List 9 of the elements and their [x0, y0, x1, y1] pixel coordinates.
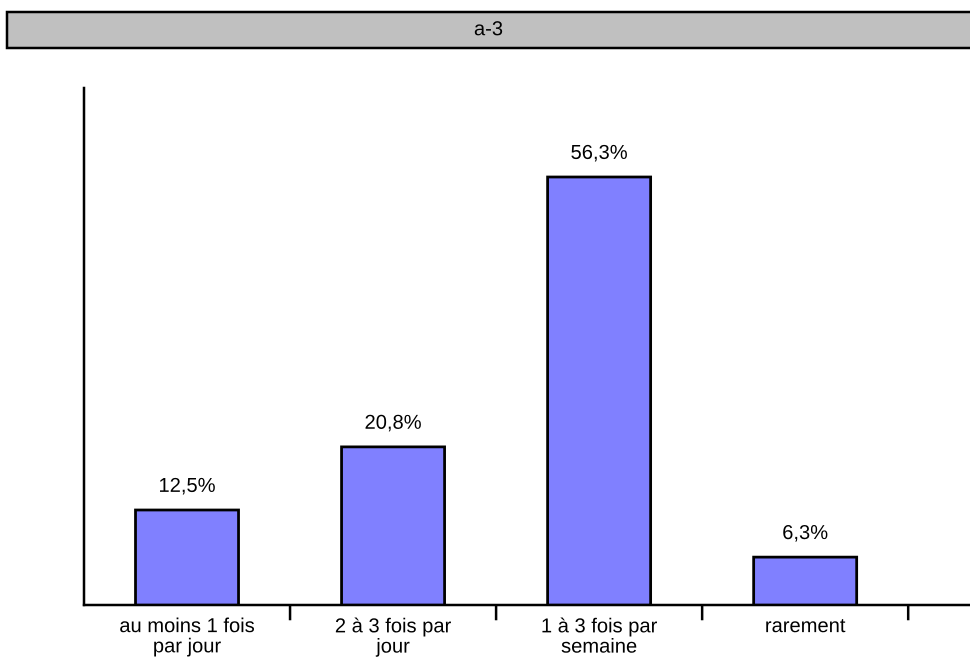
x-tick-label: au moins 1 fois par jour — [120, 618, 254, 657]
x-tick-label: rarement — [766, 619, 846, 632]
data-label: 6,3% — [783, 524, 828, 542]
data-label: 20,8% — [366, 414, 421, 432]
data-label: 56,3% — [571, 144, 627, 162]
x-tick-label: 1 à 3 fois par semaine — [542, 618, 657, 653]
data-label: 12,5% — [160, 478, 215, 494]
x-tick-label: 2 à 3 fois par jour — [336, 618, 451, 657]
chart-title: a-3 — [474, 21, 502, 36]
